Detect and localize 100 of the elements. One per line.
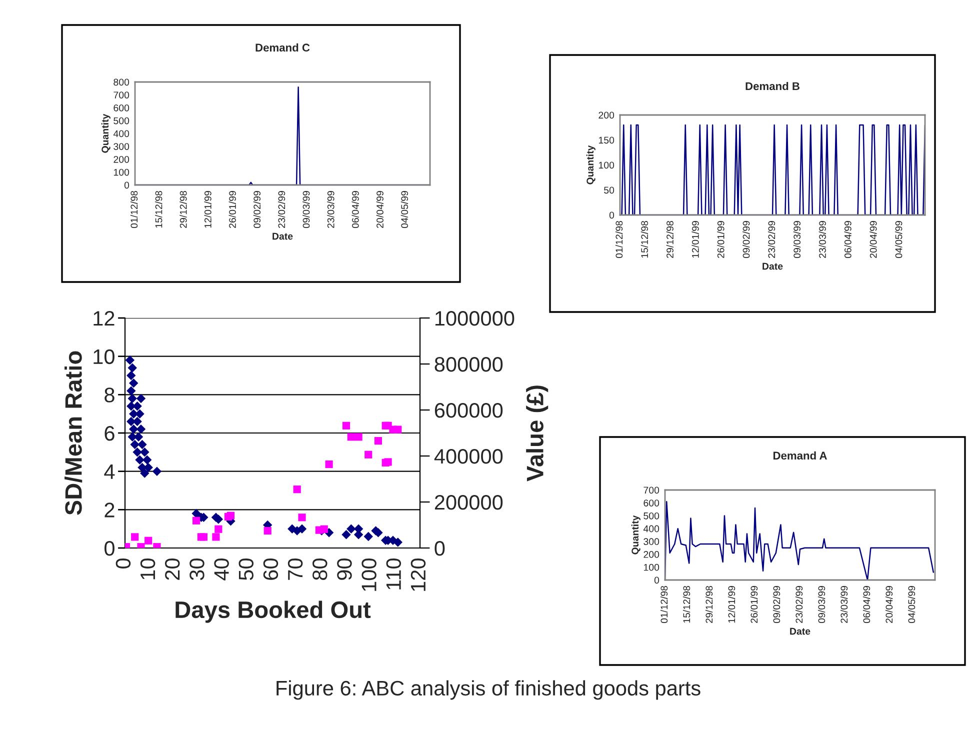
y-axis-title: SD/Mean Ratio	[64, 351, 82, 515]
y2-tick-label: 400000	[434, 449, 503, 464]
point	[132, 416, 142, 426]
x-tick-label: 90	[337, 558, 352, 580]
x-tick-label: 29/12/98	[180, 190, 187, 228]
x-tick-label: 04/05/99	[908, 586, 916, 624]
x-tick-label: 23/02/99	[768, 221, 776, 258]
x-axis-title: Date	[762, 262, 783, 270]
point	[212, 533, 220, 541]
x-tick-label: 26/01/99	[717, 221, 724, 258]
chart-title: Demand A	[773, 451, 827, 460]
x-tick-label: 10	[140, 558, 156, 580]
point	[131, 533, 139, 541]
point	[214, 525, 222, 533]
y-tick-label: 0	[104, 541, 114, 556]
y-tick-label: 150	[598, 136, 614, 144]
y2-tick-label: 200000	[434, 495, 503, 510]
y-tick-label: 400	[113, 130, 130, 138]
y-tick-label: 200	[644, 551, 660, 558]
y-tick-label: 6	[104, 426, 114, 441]
x-tick-label: 60	[263, 558, 278, 580]
x-tick-label: 100	[362, 558, 376, 591]
point	[132, 448, 142, 457]
point	[346, 524, 356, 534]
y-tick-label: 12	[94, 311, 114, 326]
point	[192, 516, 200, 524]
point	[152, 466, 162, 476]
y-axis-title: Quantity	[631, 515, 640, 554]
y2-tick-label: 1000000	[435, 311, 514, 326]
x-tick-label: 30	[190, 558, 204, 580]
x-tick-label: 23/03/99	[818, 221, 826, 258]
y-tick-label: 500	[644, 512, 660, 520]
x-tick-label: 01/12/98	[660, 586, 668, 624]
x-tick-label: 20/04/99	[870, 221, 877, 258]
x-tick-label: 23/02/99	[795, 586, 803, 623]
y2-tick-label: 600000	[434, 403, 503, 418]
x-tick-label: 20/04/99	[376, 191, 384, 228]
x-tick-label: 15/12/98	[155, 190, 162, 228]
x-tick-label: 09/02/99	[742, 221, 750, 258]
point	[128, 363, 137, 372]
point	[264, 526, 272, 535]
x-axis-title: Date	[790, 628, 810, 635]
x-tick-label: 12/01/99	[692, 221, 699, 258]
point	[144, 536, 152, 544]
x-tick-label: 40	[214, 558, 229, 580]
y-tick-label: 300	[114, 143, 130, 150]
x-tick-label: 23/02/99	[278, 191, 286, 228]
point	[293, 486, 301, 494]
x-tick-label: 06/04/99	[352, 191, 359, 228]
x-tick-label: 09/03/99	[302, 191, 310, 228]
x-tick-label: 12/01/99	[204, 191, 212, 228]
x-tick-label: 09/03/99	[818, 586, 826, 624]
y-tick-label: 400	[643, 525, 660, 532]
y-tick-label: 500	[114, 117, 130, 124]
chart-title: Demand B	[746, 82, 800, 90]
y-tick-label: 2	[104, 502, 114, 518]
x-tick-label: 20/04/99	[885, 586, 893, 623]
point	[342, 422, 350, 430]
point	[364, 532, 373, 542]
point	[138, 440, 147, 450]
point	[135, 455, 144, 464]
point	[342, 530, 351, 540]
y-tick-label: 100	[114, 168, 130, 176]
y2-tick-label: 800000	[434, 357, 503, 372]
chart-title: Demand C	[256, 43, 310, 52]
point	[384, 458, 392, 466]
x-tick-label: 29/12/98	[705, 586, 713, 623]
x-tick-label: 09/02/99	[772, 586, 780, 624]
y2-axis-title: Value (£)	[526, 386, 548, 482]
point	[325, 460, 333, 468]
x-tick-label: 20	[165, 558, 180, 580]
caption: Figure 6: ABC analysis of finished goods parts	[276, 680, 700, 700]
point	[130, 440, 140, 450]
x-tick-label: 06/04/99	[862, 586, 870, 624]
point	[142, 455, 152, 464]
point	[364, 450, 372, 458]
point	[144, 462, 153, 472]
point	[140, 468, 150, 478]
y-tick-label: 700	[644, 486, 660, 494]
x-tick-label: 23/03/99	[840, 586, 848, 623]
point	[125, 356, 135, 365]
point	[394, 426, 402, 434]
point	[126, 386, 136, 396]
point	[129, 424, 138, 434]
x-axis-title: Days Booked Out	[176, 600, 371, 623]
x-tick-label: 110	[386, 558, 402, 590]
x-tick-label: 12/01/99	[728, 586, 736, 623]
point	[354, 433, 362, 441]
x-tick-label: 70	[288, 558, 303, 580]
point	[129, 378, 138, 388]
y-tick-label: 600	[644, 500, 660, 506]
point	[320, 525, 328, 533]
x-tick-label: 23/03/99	[327, 191, 334, 228]
y-tick-label: 100	[598, 162, 614, 169]
x-tick-label: 01/12/98	[615, 220, 623, 258]
x-tick-label: 50	[238, 558, 254, 580]
y-tick-label: 10	[94, 349, 114, 364]
y-axis-title: Quantity	[586, 145, 596, 184]
x-tick-label: 29/12/98	[666, 220, 674, 258]
y-axis-title: Quantity	[101, 114, 110, 153]
